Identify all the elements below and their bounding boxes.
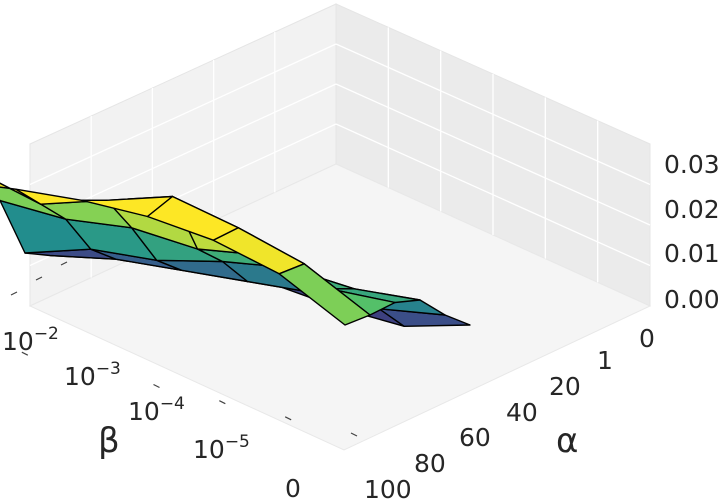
beta-tick-label: 0 <box>285 474 301 500</box>
gridline <box>335 83 651 226</box>
beta-tick-label: 10−3 <box>64 359 121 391</box>
beta-tick-mark <box>35 276 43 281</box>
gridline <box>335 43 651 186</box>
alpha-tick-label: 60 <box>459 423 491 452</box>
surface <box>0 182 471 437</box>
alpha-tick-mark <box>21 351 29 356</box>
gridlines <box>29 27 651 283</box>
surface-facet <box>278 263 371 326</box>
alpha-tick-label: 1 <box>597 346 613 375</box>
alpha-axis-label: α <box>556 421 578 461</box>
alpha-tick-mark <box>87 367 94 372</box>
z-tick-label: 0.01 <box>664 239 720 268</box>
beta-tick-label: 10−5 <box>193 432 250 464</box>
alpha-tick-label: 100 <box>364 475 412 500</box>
alpha-tick-label: 80 <box>414 449 446 478</box>
alpha-tick-mark <box>284 416 292 421</box>
z-tick-label: 0.02 <box>664 195 720 224</box>
gridline <box>335 123 651 267</box>
alpha-tick-label: 40 <box>506 398 538 427</box>
alpha-tick-label: 20 <box>549 372 581 401</box>
alpha-tick-mark <box>153 383 160 389</box>
beta-tick-label: 10−4 <box>128 394 185 426</box>
beta-tick-mark <box>60 261 68 266</box>
alpha-tick-mark <box>219 400 226 405</box>
z-tick-label: 0.00 <box>664 285 720 314</box>
alpha-tick-mark <box>350 432 358 437</box>
z-tick-label: 0.03 <box>664 150 720 179</box>
alpha-axis: 0 1 20 40 60 80 100 α <box>364 324 655 500</box>
beta-tick-label: 10−2 <box>2 324 59 356</box>
beta-tick-mark <box>10 291 18 296</box>
z-axis: 0.03 0.02 0.01 0.00 <box>664 150 720 314</box>
alpha-tick-label: 0 <box>639 324 655 353</box>
beta-axis-label: β <box>98 421 120 461</box>
gridline <box>29 43 337 186</box>
